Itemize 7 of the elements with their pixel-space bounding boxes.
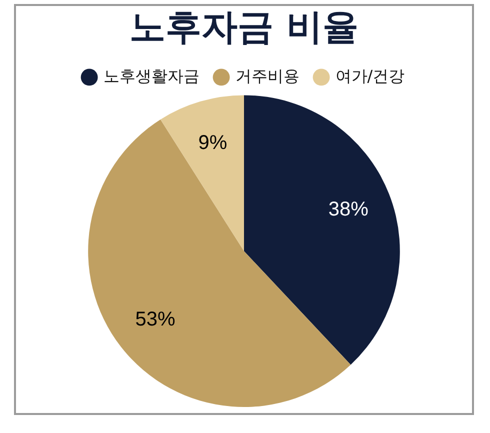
legend-label: 여가/건강 — [335, 66, 405, 86]
data-label: 53% — [135, 308, 176, 330]
data-label: 9% — [198, 132, 228, 154]
chart-title: 노후자금 비율 — [130, 6, 358, 48]
legend-label: 거주비용 — [235, 66, 300, 86]
data-label: 38% — [328, 198, 369, 220]
legend-label: 노후생활자금 — [103, 66, 200, 86]
